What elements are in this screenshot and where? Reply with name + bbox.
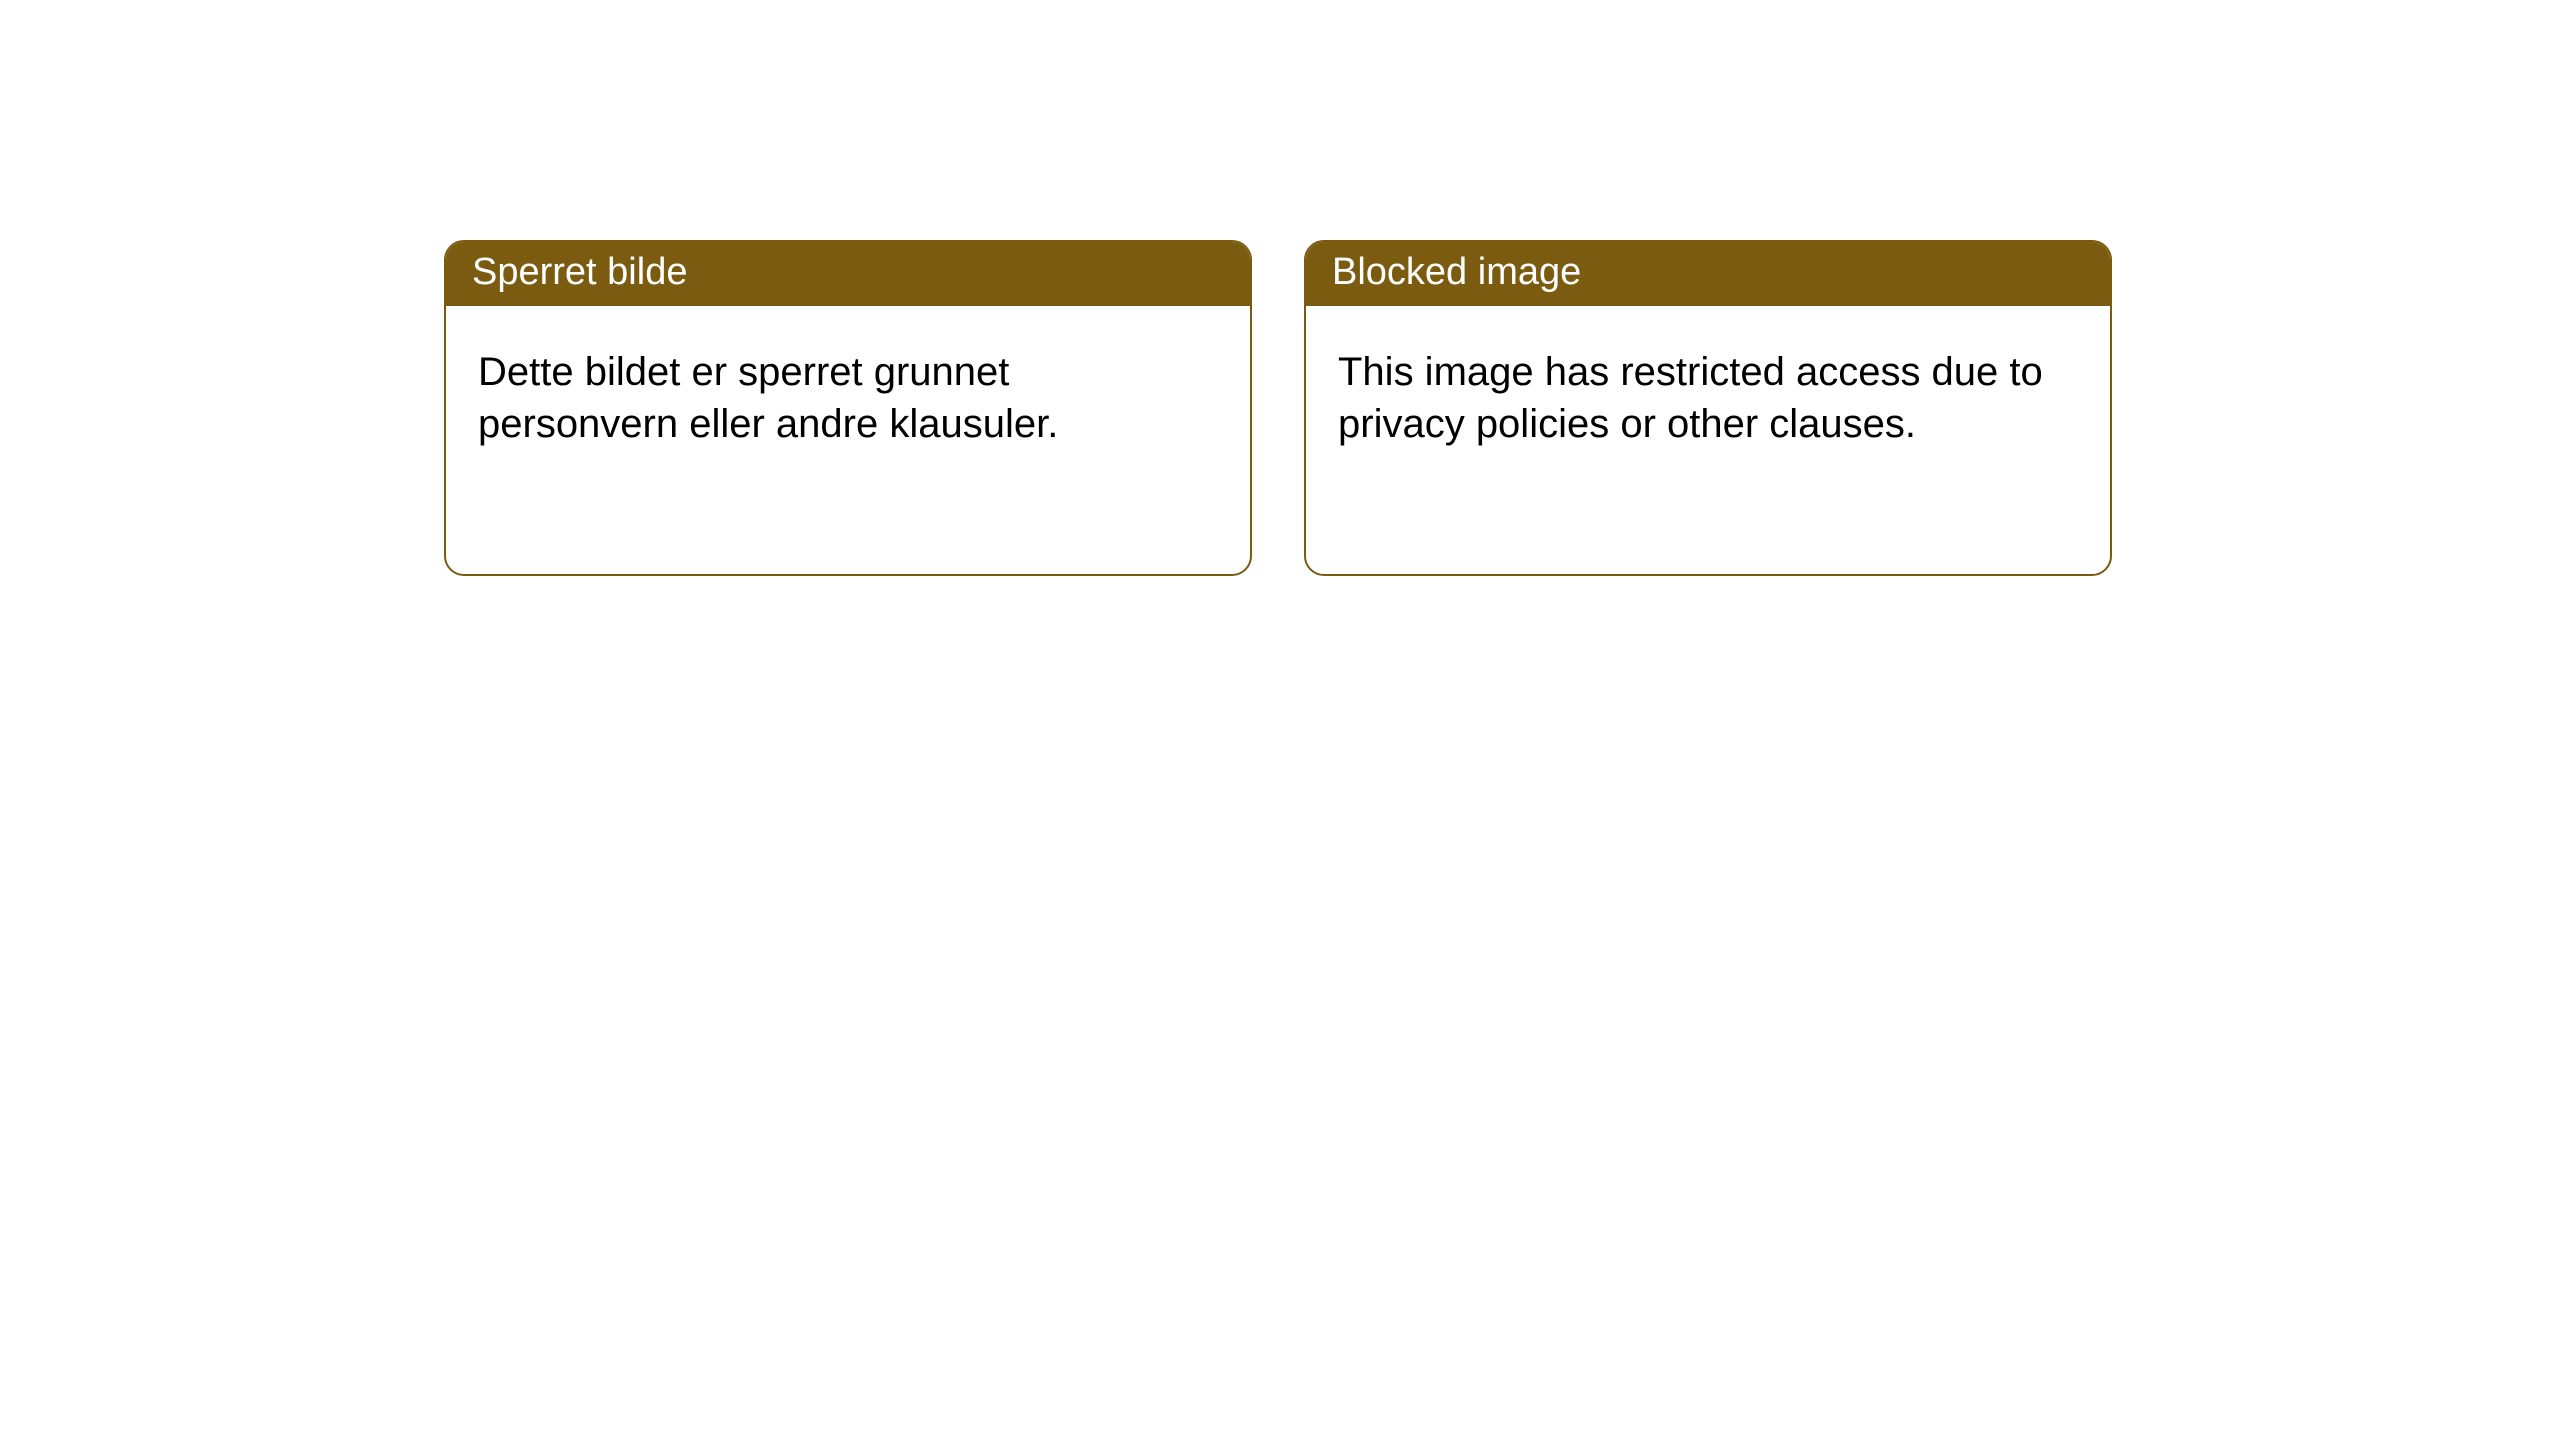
notice-card-english: Blocked image This image has restricted …	[1304, 240, 2112, 576]
notice-card-title: Sperret bilde	[446, 242, 1250, 306]
notice-card-body: This image has restricted access due to …	[1306, 306, 2110, 490]
notice-card-norwegian: Sperret bilde Dette bildet er sperret gr…	[444, 240, 1252, 576]
notice-card-body: Dette bildet er sperret grunnet personve…	[446, 306, 1250, 490]
notice-cards-row: Sperret bilde Dette bildet er sperret gr…	[0, 0, 2560, 576]
notice-card-title: Blocked image	[1306, 242, 2110, 306]
